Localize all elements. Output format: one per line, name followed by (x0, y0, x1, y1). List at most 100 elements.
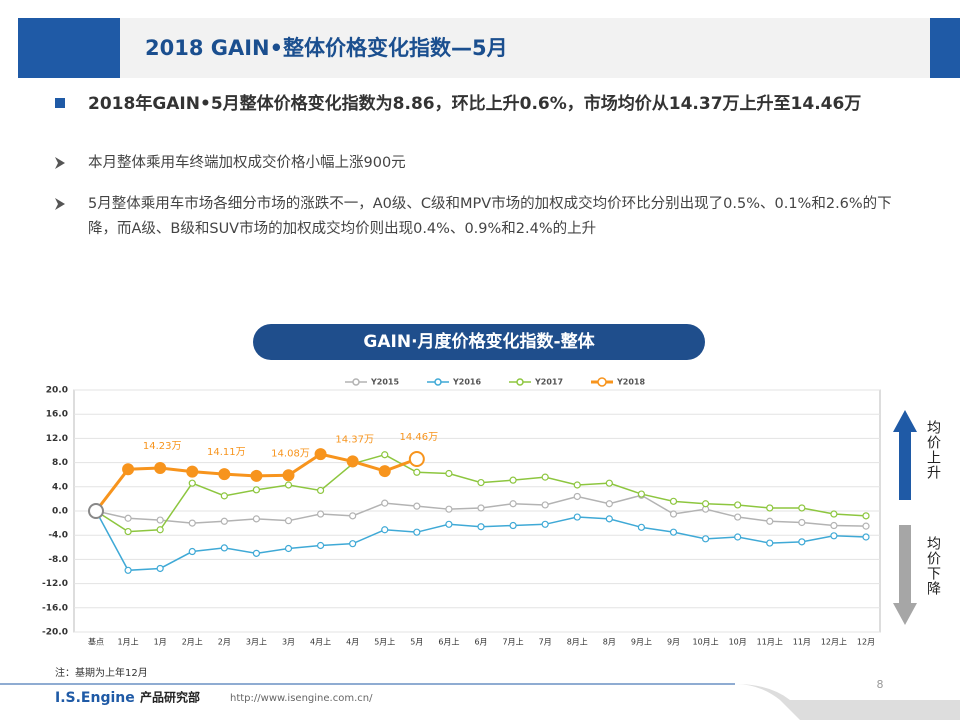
y-tick-label: 0.0 (52, 507, 68, 517)
point (218, 468, 231, 481)
x-tick-label: 8月 (603, 638, 616, 647)
point (701, 535, 710, 543)
annotation: 14.46万 (400, 432, 439, 443)
point (573, 492, 581, 501)
x-tick-label: 4月上 (310, 638, 331, 647)
annotation: 14.37万 (335, 434, 374, 445)
point (188, 547, 196, 556)
point (156, 564, 164, 573)
point (766, 517, 774, 525)
y-tick-label: 8.0 (52, 458, 68, 468)
legend-marker (434, 378, 442, 386)
point (509, 500, 517, 508)
point (250, 469, 263, 482)
footer-curve (735, 684, 960, 720)
x-tick-label: 基点 (88, 637, 104, 647)
point (766, 504, 774, 512)
point (830, 532, 838, 540)
x-tick-label: 2月上 (182, 638, 203, 647)
footer-brand: I.S.Engine (55, 690, 135, 706)
point (156, 516, 164, 524)
point (284, 517, 293, 525)
x-tick-label: 6月 (474, 638, 487, 647)
point (381, 451, 389, 459)
point (445, 520, 453, 528)
point (349, 512, 357, 520)
point (413, 528, 421, 536)
side-label-down: 均价下降 (925, 536, 941, 596)
point (798, 504, 806, 512)
point (862, 522, 870, 530)
point (862, 512, 870, 520)
chart-title-pill (253, 324, 705, 360)
point (413, 502, 421, 510)
point (220, 492, 228, 500)
x-tick-label: 3月上 (246, 638, 267, 647)
y-tick-label: -8.0 (48, 555, 68, 565)
point (541, 501, 549, 509)
point (669, 510, 678, 518)
x-tick-label: 10月上 (692, 638, 718, 647)
x-tick-label: 11月 (793, 638, 811, 647)
x-tick-label: 10月 (729, 638, 747, 647)
point (509, 476, 517, 484)
point (798, 518, 806, 527)
point (637, 523, 646, 531)
point (378, 465, 391, 478)
x-tick-label: 3月 (282, 638, 295, 647)
chart-title: GAIN·月度价格变化指数-整体 (363, 331, 595, 352)
sub-bullet: 5月整体乘用车市场各细分市场的涨跌不一，A0级、C级和MPV市场的加权成交均价环… (88, 196, 892, 237)
point (445, 469, 453, 478)
point (381, 526, 389, 534)
point (188, 479, 196, 487)
x-tick-label: 2月 (218, 638, 231, 647)
sub-bullet: 本月整体乘用车终端加权成交价格小幅上涨900元 (88, 155, 406, 171)
point (381, 499, 389, 507)
legend-label: Y2018 (616, 378, 645, 387)
slide-title: 2018 GAIN•整体价格变化指数—5月 (145, 36, 508, 60)
point (314, 448, 327, 461)
point (186, 465, 199, 478)
point (830, 521, 838, 530)
point (124, 527, 132, 536)
point (445, 505, 453, 513)
main-bullet: 2018年GAIN•5月整体价格变化指数为8.86，环比上升0.6%，市场均价从… (88, 94, 862, 114)
point (605, 500, 613, 508)
point (284, 481, 293, 489)
x-tick-label: 5月 (410, 638, 423, 647)
point (154, 462, 167, 475)
point (346, 455, 359, 468)
x-tick-label: 12月上 (821, 638, 847, 647)
bullet-arrow (55, 157, 65, 169)
x-tick-label: 12月 (857, 638, 875, 647)
point (605, 515, 613, 523)
point (862, 533, 870, 541)
point (477, 504, 485, 512)
point (284, 544, 293, 553)
legend-label: Y2016 (452, 378, 481, 387)
point (573, 513, 581, 521)
point (413, 468, 421, 476)
page-number: 8 (877, 678, 884, 691)
y-tick-label: -20.0 (42, 628, 68, 638)
bullet-square (55, 98, 65, 108)
y-tick-label: -4.0 (48, 531, 68, 541)
point (282, 469, 295, 482)
y-tick-label: -16.0 (42, 603, 68, 613)
point (122, 463, 135, 476)
point (220, 517, 228, 525)
footer-department: 产品研究部 (140, 690, 200, 705)
side-label-up: 均价上升 (925, 420, 941, 480)
point (605, 479, 613, 487)
point (734, 533, 742, 541)
point (637, 490, 646, 498)
point (316, 541, 325, 550)
point (766, 539, 774, 547)
point (252, 486, 261, 494)
point (798, 538, 806, 546)
point (509, 521, 517, 530)
point (830, 510, 838, 518)
header-block (18, 18, 120, 78)
legend-marker (352, 378, 360, 386)
